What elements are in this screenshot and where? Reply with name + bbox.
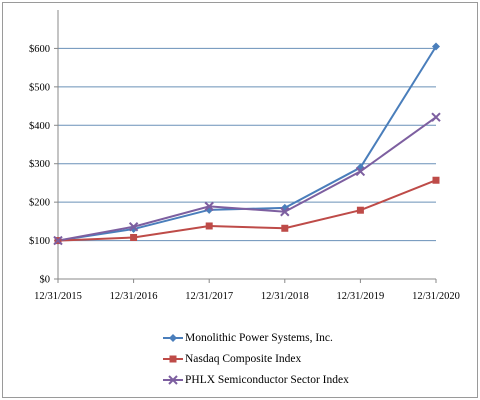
x-tick-label: 12/31/2018 (261, 291, 309, 302)
y-tick-label: $500 (29, 82, 50, 93)
data-point-x (280, 207, 290, 217)
data-point-x (53, 235, 63, 246)
data-point-x-stroke (53, 235, 63, 246)
data-point-x-stroke (355, 166, 366, 177)
legend-label: Monolithic Power Systems, Inc. (185, 332, 333, 344)
series-lines (57, 45, 437, 242)
data-point-x (128, 222, 139, 232)
legend-item-series-2: Nasdaq Composite Index (163, 349, 463, 370)
data-point-x (355, 166, 366, 177)
data-point-x-stroke (280, 207, 290, 217)
legend: Monolithic Power Systems, Inc. Nasdaq Co… (163, 328, 463, 391)
x-tick-label: 12/31/2017 (185, 291, 233, 302)
y-tick-label: $400 (29, 121, 50, 132)
x-tick-label: 12/31/2019 (336, 291, 384, 302)
legend-marker-square (163, 355, 183, 363)
legend-marker-diamond (163, 334, 183, 342)
y-tick-label: $100 (29, 236, 50, 247)
y-tick-label: $600 (29, 44, 50, 55)
x-tick-label: 12/31/2020 (412, 291, 460, 302)
data-point-square (205, 222, 213, 230)
data-point-x (431, 112, 441, 122)
legend-label: Nasdaq Composite Index (185, 353, 302, 365)
data-point-x-stroke (128, 222, 139, 232)
series-markers (53, 42, 441, 246)
data-point-x-stroke (204, 201, 214, 212)
series-line-2 (57, 179, 437, 242)
data-point-x (204, 201, 214, 212)
legend-marker-x (163, 375, 183, 385)
x-tick-labels: 12/31/2015 12/31/2016 12/31/2017 12/31/2018… (34, 291, 460, 302)
legend-item-series-1: Monolithic Power Systems, Inc. (163, 328, 463, 349)
y-tick-label: $0 (40, 275, 51, 286)
legend-item-series-3: PHLX Semiconductor Sector Index (163, 370, 463, 391)
x-tick-label: 12/31/2016 (110, 291, 158, 302)
data-point-square (432, 176, 440, 184)
data-point-diamond (432, 42, 440, 51)
data-point-x-stroke (431, 112, 441, 122)
data-point-square (356, 206, 364, 214)
data-point-square (281, 224, 289, 232)
data-point-square (130, 233, 138, 241)
series-line-3 (57, 116, 437, 242)
series-line-1 (57, 45, 437, 242)
line-chart: $0$100$200$300$400$500$600 12/31/2015 12/… (29, 10, 460, 302)
gridlines (58, 47, 436, 242)
y-tick-labels: $0 $100 $200 $300 $400 $500 $600 (29, 44, 50, 286)
x-tick-label: 12/31/2015 (34, 291, 82, 302)
legend-label: PHLX Semiconductor Sector Index (185, 374, 349, 386)
y-tick-label: $200 (29, 198, 50, 209)
data-point-diamond (129, 225, 138, 234)
y-tick-label: $300 (29, 159, 50, 170)
axes (54, 10, 437, 283)
